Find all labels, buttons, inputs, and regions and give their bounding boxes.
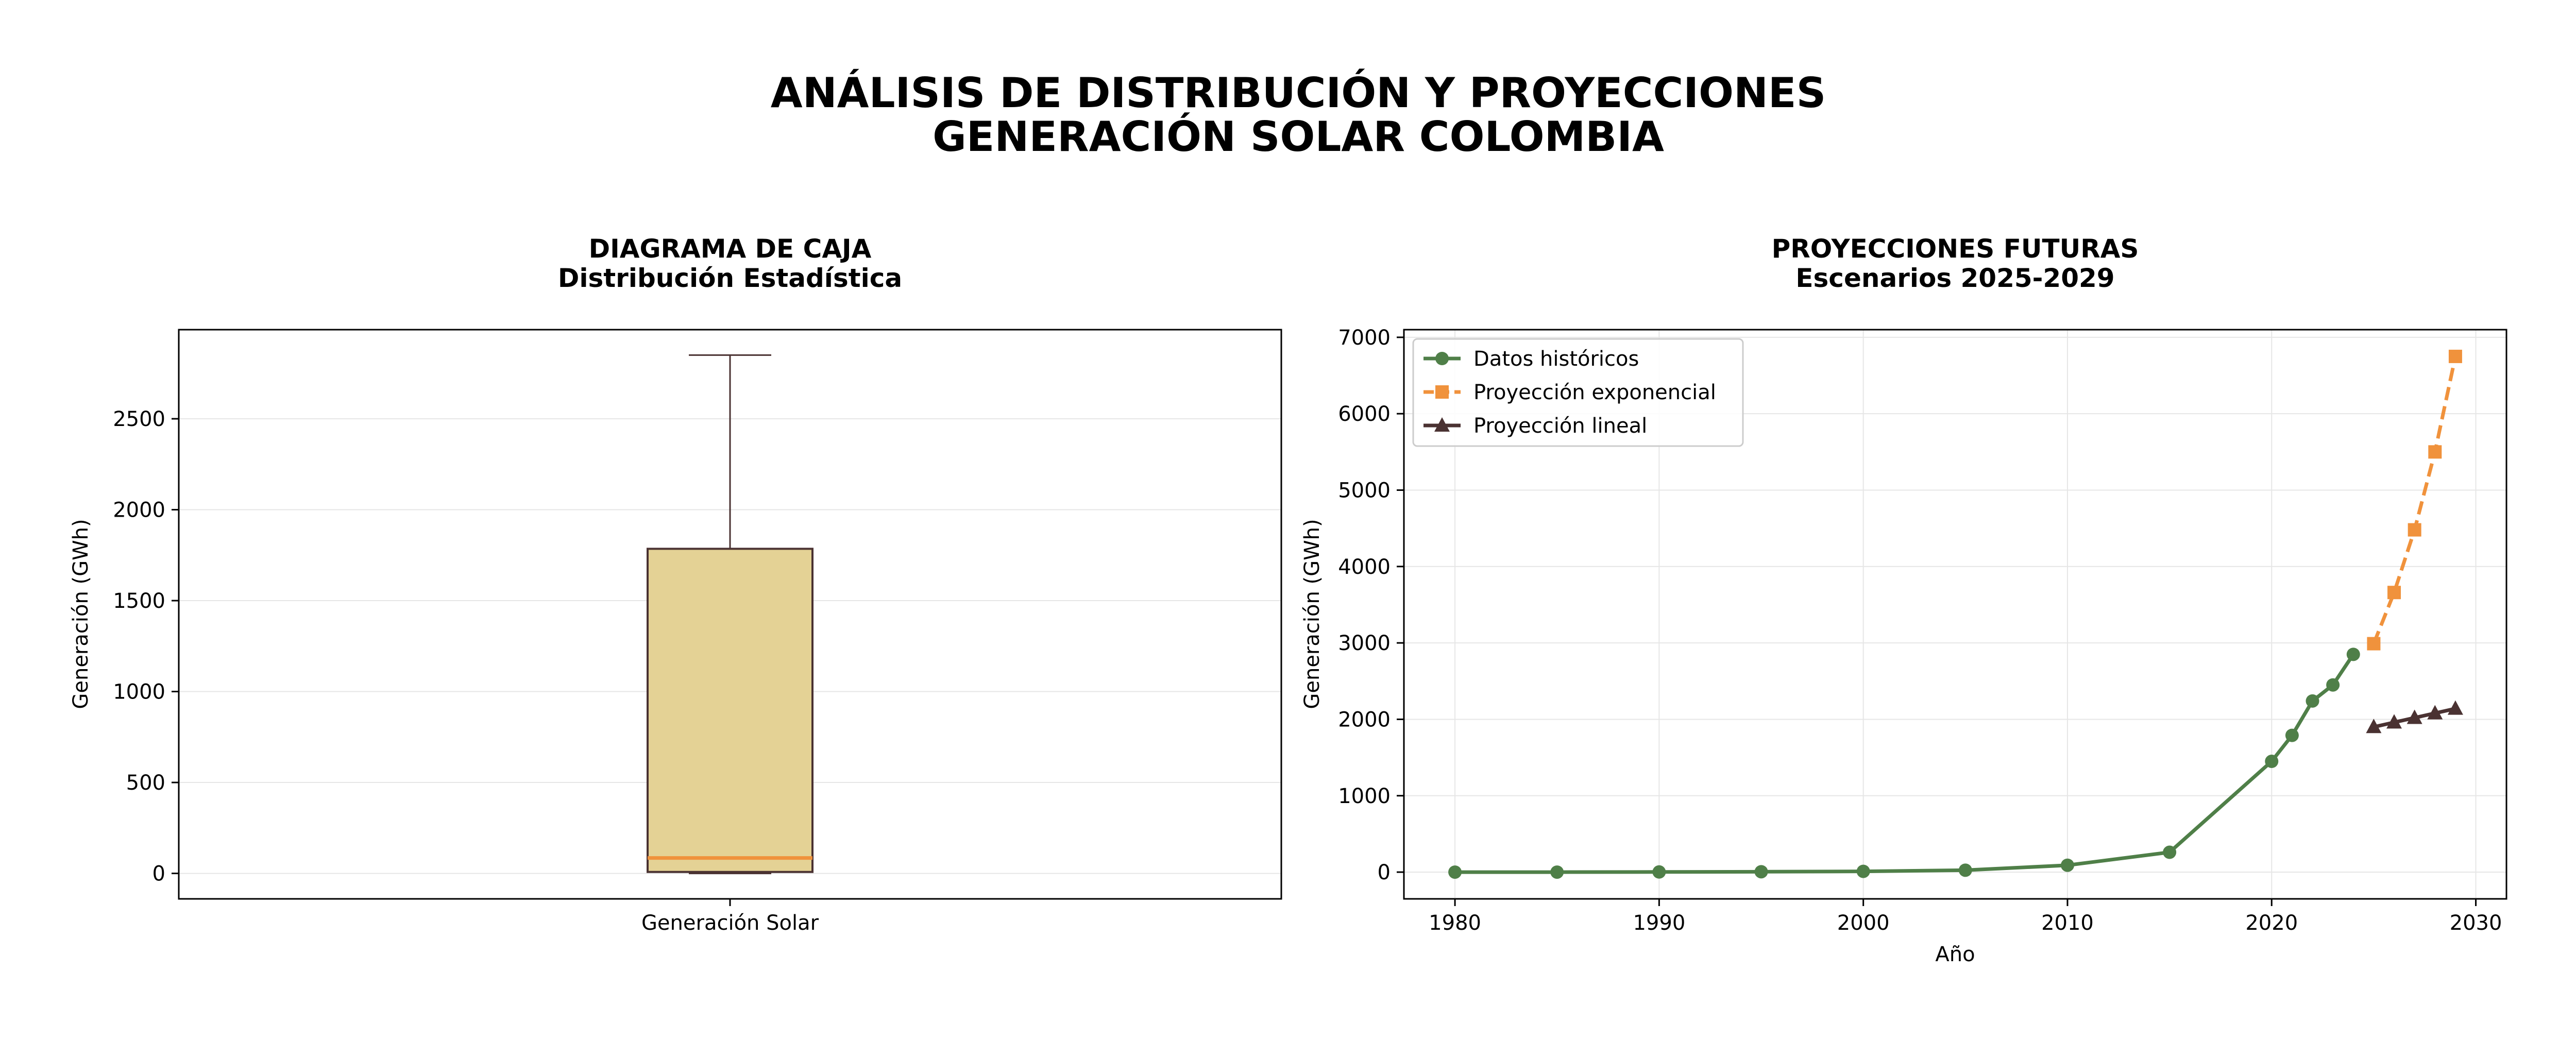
figure-title-line1: ANÁLISIS DE DISTRIBUCIÓN Y PROYECCIONES [771, 69, 1826, 117]
projection-x-axis-label: Año [1935, 943, 1975, 966]
boxplot-y-axis-label: Generación (GWh) [69, 519, 93, 709]
projection-x-tick-label: 2000 [1837, 911, 1890, 935]
projection-x-tick-label: 2030 [2450, 911, 2502, 935]
data-point-linear [2427, 705, 2443, 720]
legend-label-exponential: Proyección exponencial [1473, 381, 1716, 404]
legend-marker-exponential [1435, 385, 1449, 399]
projection-panel: PROYECCIONES FUTURAS Escenarios 2025-202… [1300, 234, 2507, 966]
projection-y-axis-label: Generación (GWh) [1300, 519, 1324, 709]
data-point-historical [1448, 865, 1462, 879]
boxplot-y-tick-label: 2500 [113, 407, 165, 431]
projection-y-tick-label: 7000 [1338, 326, 1391, 350]
projection-y-tick-label: 6000 [1338, 402, 1391, 426]
data-point-linear [2386, 714, 2402, 729]
data-point-exponential [2448, 349, 2462, 363]
data-point-historical [1856, 864, 1870, 878]
data-point-exponential [2367, 637, 2381, 651]
data-point-historical [2346, 647, 2360, 661]
legend-marker-linear [1434, 417, 1450, 432]
data-point-exponential [2387, 586, 2401, 600]
legend-box [1412, 338, 1744, 447]
data-point-historical [1550, 865, 1564, 879]
data-point-historical [2306, 694, 2319, 708]
data-point-exponential [2408, 523, 2421, 537]
legend: Datos históricos Proyección exponencial Pr… [1412, 338, 1744, 447]
legend-marker-historical [1435, 352, 1449, 365]
boxplot-title-line2: Distribución Estadística [558, 263, 902, 293]
data-point-linear [2447, 700, 2463, 715]
data-point-exponential [2428, 445, 2442, 459]
projection-y-tick-label: 1000 [1338, 785, 1391, 808]
data-point-historical [2265, 755, 2279, 769]
data-point-linear [2406, 709, 2422, 724]
projection-frame [1403, 329, 2507, 900]
figure-title-line2: GENERACIÓN SOLAR COLOMBIA [933, 112, 1664, 161]
boxplot-y-tick-label: 1500 [113, 589, 165, 613]
projection-x-tick-label: 2010 [2041, 911, 2094, 935]
boxplot-panel: DIAGRAMA DE CAJA Distribución Estadístic… [69, 234, 1282, 935]
boxplot-x-tick-label: Generación Solar [641, 911, 819, 935]
boxplot-y-tick-label: 0 [152, 862, 165, 886]
projection-y-tick-label: 5000 [1338, 479, 1391, 502]
projection-y-tick-label: 0 [1378, 861, 1391, 884]
boxplot-title-line1: DIAGRAMA DE CAJA [589, 234, 872, 264]
boxplot-y-tick-label: 2000 [113, 499, 165, 522]
boxplot-frame [178, 329, 1282, 900]
boxplot-y-tick-label: 500 [126, 771, 165, 795]
projection-x-tick-label: 2020 [2245, 911, 2298, 935]
projection-x-tick-label: 1980 [1429, 911, 1481, 935]
data-point-historical [2326, 678, 2340, 692]
data-point-historical [1754, 865, 1768, 879]
boxplot-y-tick-label: 1000 [113, 680, 165, 704]
series-line-exponential [2372, 356, 2458, 644]
legend-label-historical: Datos históricos [1473, 347, 1639, 371]
data-point-historical [2163, 845, 2177, 859]
projection-title-line1: PROYECCIONES FUTURAS [1772, 234, 2139, 264]
projection-x-tick-label: 1990 [1633, 911, 1685, 935]
data-point-linear [2366, 719, 2382, 734]
data-point-historical [1958, 863, 1972, 877]
data-point-historical [2285, 728, 2299, 742]
projection-y-tick-label: 4000 [1338, 555, 1391, 579]
series-line-historical [1455, 653, 2355, 874]
data-point-historical [2060, 858, 2074, 872]
projection-y-tick-label: 3000 [1338, 632, 1391, 655]
projection-y-tick-label: 2000 [1338, 708, 1391, 731]
data-point-historical [1652, 865, 1666, 879]
boxplot-box [647, 548, 814, 873]
legend-label-linear: Proyección lineal [1473, 414, 1647, 438]
projection-title-line2: Escenarios 2025-2029 [1795, 263, 2114, 293]
